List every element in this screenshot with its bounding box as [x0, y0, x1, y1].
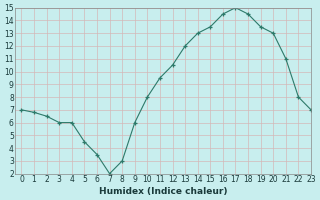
- X-axis label: Humidex (Indice chaleur): Humidex (Indice chaleur): [99, 187, 227, 196]
